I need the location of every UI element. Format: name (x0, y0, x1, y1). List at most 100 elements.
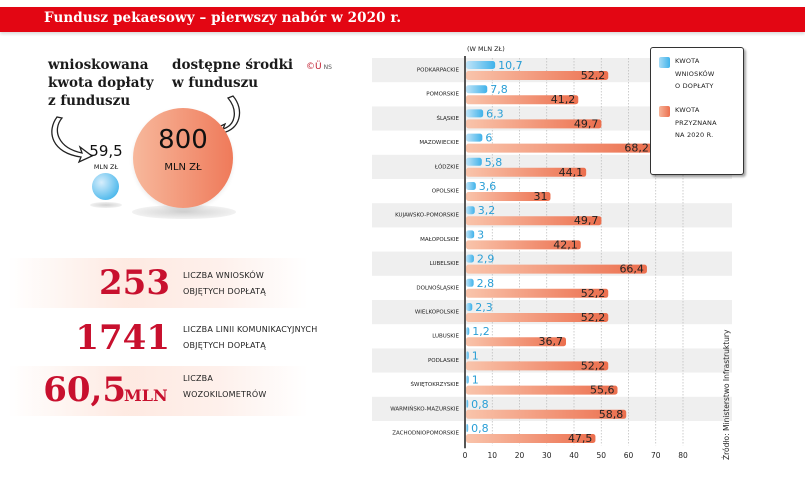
bar-requested (466, 109, 484, 118)
stat-band-1 (8, 258, 308, 308)
bar-granted (466, 119, 602, 129)
bar-requested (466, 278, 474, 287)
value-label-granted: 31 (533, 190, 547, 203)
bar-requested (466, 85, 488, 94)
value-label-requested: 5,8 (485, 156, 503, 169)
value-label-requested: 3 (477, 228, 484, 241)
value-label-granted: 41,2 (551, 93, 576, 106)
big-bubble-shadow (132, 205, 236, 219)
author-initials: NS (323, 64, 332, 71)
category-label: KUJAWSKO-POMORSKIE (395, 213, 459, 219)
bar-granted (466, 71, 609, 80)
category-label: MAŁOPOLSKIE (420, 237, 459, 243)
x-tick-label: 40 (569, 451, 579, 460)
legend-swatch-granted (659, 106, 670, 117)
category-label: MAZOWIECKIE (419, 140, 459, 146)
category-label: ŚLĄSKIE (436, 115, 459, 122)
bar-requested (466, 206, 475, 215)
value-label-granted: 52,2 (581, 311, 606, 324)
bar-granted (466, 409, 627, 419)
value-label-requested: 2,9 (477, 253, 495, 266)
bar-granted (466, 95, 579, 105)
bar-granted (466, 216, 602, 226)
value-label-requested: 10,7 (498, 59, 522, 72)
value-label-granted: 55,6 (590, 384, 615, 397)
category-label: LUBUSKIE (432, 334, 459, 340)
requested-value: 59,5 (89, 142, 123, 160)
title-bar: Fundusz pekaesowy – pierwszy nabór w 202… (0, 7, 805, 32)
available-value: 800 (158, 125, 208, 155)
stat-lines-value: 1741 (75, 318, 170, 358)
bar-requested (466, 182, 476, 190)
bar-requested (466, 399, 469, 408)
category-label: POMORSKIE (426, 92, 459, 98)
x-tick-label: 50 (596, 451, 606, 460)
available-bubble (133, 108, 233, 208)
source-note: Źródło: Ministerstwo Infrastruktury (722, 329, 731, 460)
value-label-granted: 66,4 (619, 263, 644, 276)
legend-label-requested: KWOTA WNIOSKÓW O DOPŁATY (675, 57, 715, 90)
page-title: Fundusz pekaesowy – pierwszy nabór w 202… (44, 10, 402, 26)
value-label-granted: 47,5 (568, 432, 593, 445)
chart-unit-label: (W MLN ZŁ) (467, 45, 505, 53)
legend-label-granted: KWOTA PRZYZNANA NA 2020 R. (675, 106, 717, 139)
category-label: ŁÓDZKIE (434, 163, 460, 170)
value-label-granted: 49,7 (574, 214, 599, 227)
category-label: ŚWIĘTOKRZYSKIE (411, 381, 460, 388)
category-label: OPOLSKIE (432, 189, 460, 195)
stat-vehicle-km-unit: MLN (124, 386, 168, 405)
value-label-requested: 7,8 (490, 83, 508, 96)
bar-requested (466, 133, 483, 142)
available-funds-label: dostępne środki w funduszu (172, 57, 294, 91)
bar-granted (466, 143, 652, 153)
copyright-mark: ©Ü NS (306, 62, 332, 72)
x-tick-label: 80 (678, 451, 688, 460)
value-label-requested: 2,8 (477, 277, 495, 290)
value-label-granted: 42,1 (553, 238, 578, 251)
stat-vehicle-km-label: LICZBA WOZOKILOMETRÓW (183, 374, 267, 399)
x-tick-label: 70 (651, 451, 661, 460)
stat-vehicle-km-value: 60,5 (43, 370, 126, 410)
bar-granted (466, 434, 596, 443)
value-label-requested: 1 (472, 349, 479, 362)
value-label-granted: 44,1 (559, 166, 584, 179)
category-label: WARMIŃSKO-MAZURSKIE (390, 405, 459, 412)
category-label: ZACHODNIOPOMORSKIE (392, 431, 459, 437)
value-label-granted: 58,8 (599, 408, 624, 421)
x-tick-label: 0 (463, 451, 468, 460)
value-label-granted: 52,2 (581, 359, 606, 372)
value-label-requested: 2,3 (475, 301, 493, 314)
requested-amount-label: wnioskowana kwota dopłaty z funduszu (48, 57, 154, 109)
value-label-granted: 68,2 (624, 142, 649, 155)
bar-requested (466, 157, 482, 166)
category-label: LUBELSKIE (430, 261, 460, 267)
bar-requested (466, 303, 473, 311)
bar-granted (466, 337, 567, 347)
bar-granted (466, 313, 609, 322)
bar-requested (466, 254, 474, 263)
x-tick-label: 60 (624, 451, 634, 460)
value-label-granted: 49,7 (574, 117, 599, 130)
available-unit: MLN ZŁ (164, 162, 202, 173)
stat-applications-value: 253 (99, 263, 170, 303)
bar-granted (466, 167, 587, 177)
category-label: PODKARPACKIE (417, 68, 460, 74)
value-label-granted: 52,2 (581, 287, 606, 300)
bar-granted (466, 240, 581, 250)
stat-lines-label: LICZBA LINII KOMUNIKACYJNYCH OBJĘTYCH DO… (183, 325, 318, 350)
stat-applications-label: LICZBA WNIOSKÓW OBJĘTYCH DOPŁATĄ (183, 271, 266, 296)
chart-legend: KWOTA WNIOSKÓW O DOPŁATY KWOTA PRZYZNANA… (650, 47, 744, 175)
value-label-requested: 0,8 (471, 422, 489, 435)
bar-requested (466, 327, 470, 336)
stat-band-3 (8, 366, 308, 416)
requested-unit: MLN ZŁ (93, 163, 119, 171)
value-label-requested: 6,3 (486, 107, 504, 120)
requested-bubble (92, 173, 119, 200)
category-label: DOLNOŚLĄSKIE (416, 284, 459, 291)
legend-swatch-requested (659, 57, 670, 68)
bar-requested (466, 230, 475, 239)
arrow-to-requested-icon (51, 116, 94, 164)
small-bubble-shadow (90, 202, 122, 208)
copyright-symbol: ©Ü (306, 62, 322, 72)
x-tick-label: 30 (542, 451, 552, 460)
